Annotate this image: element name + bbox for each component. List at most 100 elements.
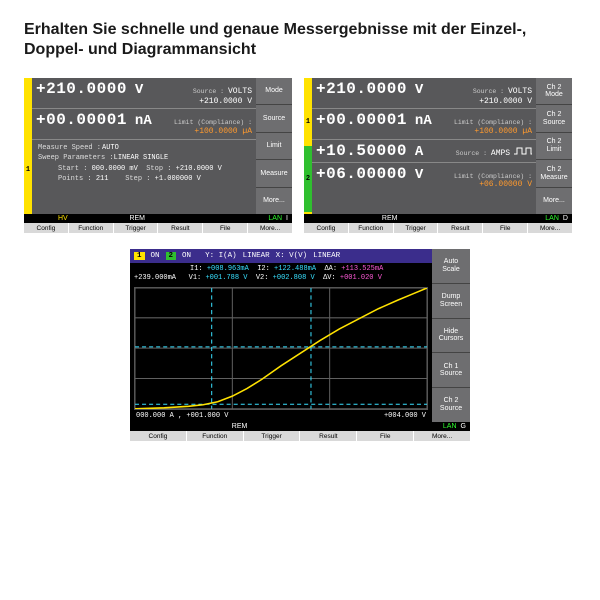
p2-r1-val: +210.0000 (316, 80, 407, 98)
p3-side-btn-2[interactable]: HideCursors (432, 319, 470, 354)
p1-row-voltage: +210.0000 V Source : VOLTS +210.0000 V (32, 78, 256, 109)
p1-status-rem: REM (129, 215, 145, 222)
p2-r4-lim-label: Limit (Compliance) : (454, 173, 532, 181)
p2-r2-lim-val: +100.0000 µA (454, 127, 532, 137)
p3-side-btn-3[interactable]: Ch 1Source (432, 353, 470, 388)
p3-menu-btn-0[interactable]: Config (130, 431, 186, 441)
p1-menu-btn-0[interactable]: Config (24, 223, 68, 233)
p2-side-btn-3[interactable]: Ch 2Measure (536, 160, 572, 187)
p2-menu-btn-1[interactable]: Function (349, 223, 393, 233)
p2-row1: +210.0000 V Source : VOLTS +210.0000 V (312, 78, 536, 109)
p1-menu-btn-1[interactable]: Function (69, 223, 113, 233)
p1-menu-bar: ConfigFunctionTriggerResultFileMore... (24, 223, 292, 233)
p2-row4: +06.00000 V Limit (Compliance) : +06.000… (312, 163, 536, 192)
p1-side-btn-0[interactable]: Mode (256, 78, 292, 105)
p1-menu-btn-4[interactable]: File (203, 223, 247, 233)
p1-menu-btn-2[interactable]: Trigger (114, 223, 158, 233)
p2-menu-btn-5[interactable]: More... (528, 223, 572, 233)
p1-status-bar: HV REM LAN I (24, 214, 292, 223)
p1-side-btn-2[interactable]: Limit (256, 133, 292, 160)
p3-menu-btn-2[interactable]: Trigger (244, 431, 300, 441)
p2-r3-val: +10.50000 (316, 142, 407, 160)
p2-menu-btn-0[interactable]: Config (304, 223, 348, 233)
p1-points-val: 211 (96, 175, 109, 183)
y-axis-label: Y: I(A) (205, 252, 237, 260)
p1-current-value: +00.00001 (36, 111, 127, 129)
ch1-indicator: 1 (24, 78, 32, 214)
p1-source-readback: +210.0000 V (193, 97, 252, 107)
ch2-on: ON (182, 252, 191, 260)
p2-r4-val: +06.00000 (316, 165, 407, 183)
p1-status-hv: HV (58, 215, 68, 222)
p1-status-ind: I (286, 215, 288, 222)
p1-sweep-mode: LINEAR SINGLE (114, 154, 169, 162)
p1-menu-btn-5[interactable]: More... (248, 223, 292, 233)
p2-row3: +10.50000 A Source : AMPS (312, 140, 536, 163)
p2-r3-src-val: AMPS (491, 149, 510, 158)
p3-status-bar: REM LAN G (130, 422, 470, 431)
di-label: ΔA: (324, 265, 337, 273)
p1-limit-val: +100.0000 µA (174, 127, 252, 137)
plot-svg (135, 288, 427, 409)
p2-r2-unit: nA (415, 113, 432, 129)
p3-side-btn-1[interactable]: DumpScreen (432, 284, 470, 319)
p1-side-btn-4[interactable]: More... (256, 188, 292, 214)
p3-status-rem: REM (232, 423, 248, 430)
p3-menu-btn-4[interactable]: File (357, 431, 413, 441)
p2-r3-unit: A (415, 144, 423, 160)
y-top-val: +239.000mA (134, 274, 176, 282)
p2-r4-unit: V (415, 167, 423, 183)
p2-status-ind: D (563, 215, 568, 222)
x-axis-left: 000.000 A , +001.000 V (136, 412, 228, 420)
p1-source-label: Source : (193, 88, 224, 95)
graph-header: 1 ON 2 ON Y: I(A) LINEAR X: V(V) LINEAR (130, 249, 432, 263)
p1-side-btn-3[interactable]: Measure (256, 160, 292, 187)
p1-row-current: +00.00001 nA Limit (Compliance) : +100.0… (32, 109, 256, 139)
page-headline: Erhalten Sie schnelle und genaue Messerg… (24, 20, 576, 60)
p2-r2-val: +00.00001 (316, 111, 407, 129)
pulse-icon (514, 147, 532, 155)
p3-menu-btn-3[interactable]: Result (300, 431, 356, 441)
p2-ch2-indicator: 2 (304, 146, 312, 212)
p1-side-btn-1[interactable]: Source (256, 105, 292, 132)
p2-menu-btn-4[interactable]: File (483, 223, 527, 233)
p1-start-val: 000.0000 mV (92, 165, 138, 173)
p2-menu-btn-3[interactable]: Result (438, 223, 482, 233)
p1-current-unit: nA (135, 113, 152, 129)
i1-val: +008.963mA (207, 265, 249, 273)
p1-stop-val: +210.0000 V (176, 165, 222, 173)
p3-side-btn-4[interactable]: Ch 2Source (432, 388, 470, 422)
p3-menu-btn-1[interactable]: Function (187, 431, 243, 441)
p1-voltage-value: +210.0000 (36, 80, 127, 98)
panel-single-view: 1 +210.0000 V Source : VOLTS +210.0000 V… (24, 78, 292, 233)
p3-side-btn-0[interactable]: AutoScale (432, 249, 470, 284)
x-axis-label: X: V(V) (276, 252, 308, 260)
p1-limit-label: Limit (Compliance) : (174, 119, 252, 127)
p2-status-bar: REM LAN D (304, 214, 572, 223)
p1-mspeed-val: AUTO (102, 144, 119, 152)
p2-ch2-num: 2 (306, 175, 310, 183)
ch1-on: ON (151, 252, 160, 260)
p2-side-btn-4[interactable]: More... (536, 188, 572, 214)
dv-label: ΔV: (323, 274, 336, 282)
p1-sweep-info: Measure Speed :AUTO Sweep Parameters :LI… (32, 140, 256, 188)
p3-status-ind: G (461, 423, 466, 430)
y-axis-mode: LINEAR (243, 252, 270, 260)
p2-status-rem: REM (382, 215, 398, 222)
p2-side-btn-0[interactable]: Ch 2Mode (536, 78, 572, 105)
p2-side-btn-2[interactable]: Ch 2Limit (536, 133, 572, 160)
p1-menu-btn-3[interactable]: Result (158, 223, 202, 233)
p1-mspeed-label: Measure Speed : (38, 143, 102, 154)
x-axis-readout: 000.000 A , +001.000 V +004.000 V (130, 412, 432, 422)
p2-menu-btn-2[interactable]: Trigger (394, 223, 438, 233)
p2-row2: +00.00001 nA Limit (Compliance) : +100.0… (312, 109, 536, 139)
x-axis-right: +004.000 V (384, 412, 426, 420)
p3-menu-btn-5[interactable]: More... (414, 431, 470, 441)
ch1-badge: 1 (134, 252, 145, 260)
v2-label: V2: (256, 274, 269, 282)
p1-voltage-unit: V (135, 82, 143, 98)
v2-val: +002.808 V (273, 274, 315, 282)
p2-r1-sub: +210.0000 V (473, 97, 532, 107)
p2-side-btn-1[interactable]: Ch 2Source (536, 105, 572, 132)
plot-area[interactable] (134, 287, 428, 410)
